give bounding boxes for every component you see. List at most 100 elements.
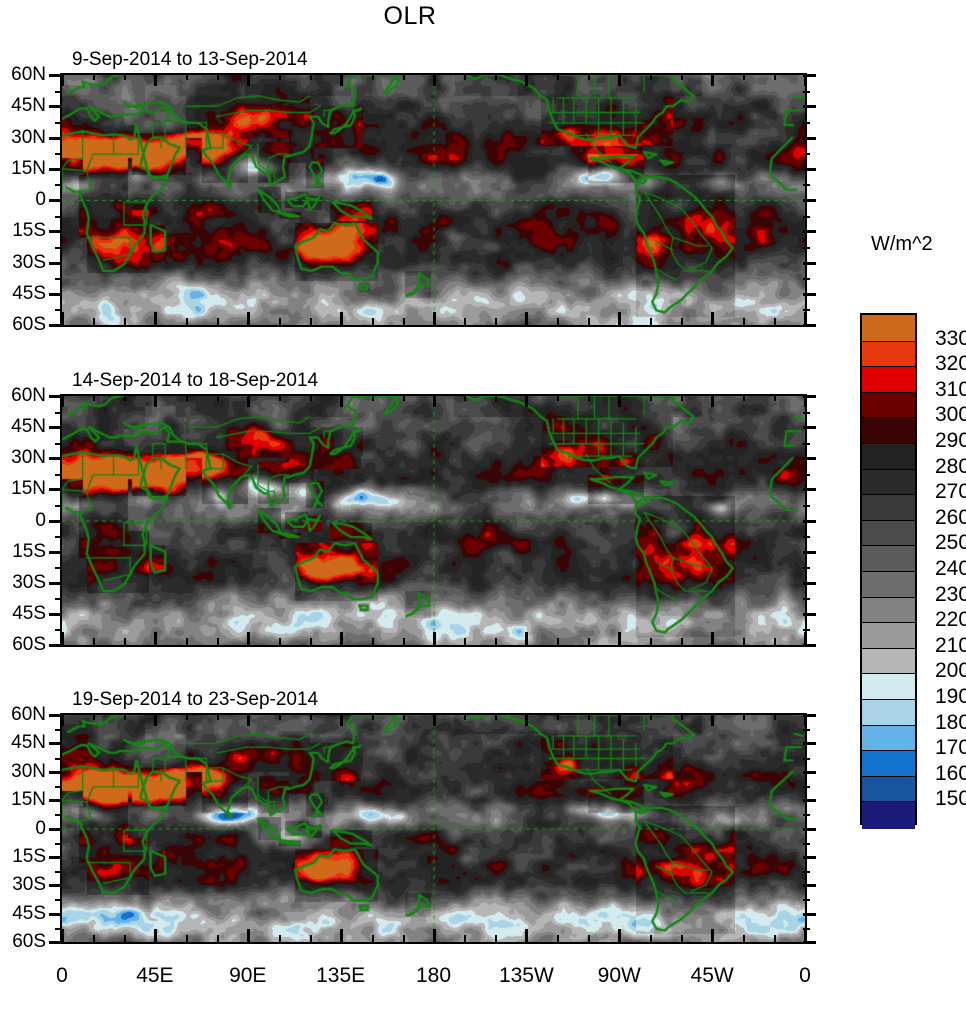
axis-tick <box>803 199 816 202</box>
axis-tick <box>154 929 157 942</box>
axis-tick <box>217 713 219 720</box>
colorbar-tick-label: 190 <box>935 685 966 708</box>
y-axis-tick-label: 60S <box>12 314 46 335</box>
colorbar-tick-label: 180 <box>935 710 966 734</box>
axis-tick <box>93 394 95 401</box>
axis-tick <box>310 394 312 401</box>
axis-tick <box>803 91 810 93</box>
y-axis-tick-label: 45N <box>11 416 46 438</box>
axis-tick <box>803 582 816 585</box>
axis-tick <box>803 899 810 901</box>
y-axis-tick-label: 15N <box>11 789 46 811</box>
axis-tick <box>49 799 62 802</box>
x-axis-tick-label: 180 <box>415 964 452 987</box>
y-axis-tick-label: 15S <box>12 220 46 242</box>
axis-tick <box>774 638 776 645</box>
axis-tick <box>247 632 250 645</box>
axis-tick <box>711 394 714 407</box>
axis-tick <box>743 73 745 80</box>
axis-tick <box>433 73 436 86</box>
y-axis-tick-label: 45S <box>12 282 46 304</box>
colorbar-band <box>862 724 915 752</box>
axis-tick <box>803 567 810 569</box>
panel-title: 9-Sep-2014 to 13-Sep-2014 <box>72 49 308 70</box>
axis-tick <box>49 828 62 831</box>
colorbar-band <box>862 315 915 342</box>
axis-tick <box>403 935 405 942</box>
axis-tick <box>154 394 157 407</box>
axis-tick <box>495 638 497 645</box>
axis-tick <box>803 644 816 647</box>
axis-tick <box>618 713 621 726</box>
axis-tick <box>55 598 62 600</box>
axis-tick <box>93 73 95 80</box>
x-axis-tick-label: 90E <box>229 964 267 987</box>
axis-tick <box>186 318 188 325</box>
y-axis-tick-label: 30S <box>12 874 46 896</box>
axis-tick <box>803 771 816 774</box>
axis-tick <box>743 935 745 942</box>
axis-tick <box>588 935 590 942</box>
colorbar-band <box>862 801 915 829</box>
axis-tick <box>803 324 816 327</box>
axis-tick <box>557 713 559 720</box>
colorbar-tick-label: 260 <box>935 505 966 529</box>
map-plot-area <box>60 713 807 944</box>
axis-tick <box>49 74 62 77</box>
axis-tick <box>681 713 683 720</box>
axis-tick <box>681 73 683 80</box>
axis-tick <box>525 394 528 407</box>
olr-field-raster <box>62 75 805 325</box>
axis-tick <box>433 929 436 942</box>
axis-tick <box>93 638 95 645</box>
axis-tick <box>495 318 497 325</box>
axis-tick <box>803 412 810 414</box>
axis-tick <box>804 394 807 407</box>
colorbar-tick-label: 250 <box>935 531 966 555</box>
colorbar-band <box>862 519 915 547</box>
axis-tick <box>495 73 497 80</box>
axis-tick <box>55 843 62 845</box>
axis-tick <box>588 318 590 325</box>
axis-tick <box>49 551 62 554</box>
axis-tick <box>803 598 810 600</box>
axis-tick <box>711 312 714 325</box>
x-axis-tick-label: 0 <box>56 964 68 987</box>
axis-tick <box>279 318 281 325</box>
axis-tick <box>154 73 157 86</box>
axis-tick <box>803 105 816 108</box>
axis-tick <box>803 247 810 249</box>
axis-tick <box>774 394 776 401</box>
axis-tick <box>61 632 64 645</box>
y-axis-tick-label: 15S <box>12 540 46 562</box>
axis-tick <box>55 412 62 414</box>
axis-tick <box>279 73 281 80</box>
axis-tick <box>279 935 281 942</box>
axis-tick <box>55 505 62 507</box>
axis-tick <box>55 91 62 93</box>
axis-tick <box>495 713 497 720</box>
axis-tick <box>803 474 810 476</box>
axis-tick <box>803 758 810 760</box>
colorbar-tick-label: 220 <box>935 608 966 632</box>
axis-tick <box>217 73 219 80</box>
axis-tick <box>711 929 714 942</box>
axis-tick <box>433 394 436 407</box>
axis-tick <box>525 312 528 325</box>
axis-tick <box>588 713 590 720</box>
axis-tick <box>803 488 816 491</box>
colorbar-tick-label: 290 <box>935 429 966 452</box>
axis-tick <box>803 309 810 311</box>
colorbar-tick-label: 200 <box>935 659 966 683</box>
axis-tick <box>803 74 816 77</box>
axis-tick <box>49 714 62 717</box>
axis-tick <box>557 318 559 325</box>
axis-tick <box>372 713 374 720</box>
axis-tick <box>803 293 816 296</box>
axis-tick <box>49 742 62 745</box>
axis-tick <box>803 799 816 802</box>
axis-tick <box>49 941 62 944</box>
axis-tick <box>49 913 62 916</box>
